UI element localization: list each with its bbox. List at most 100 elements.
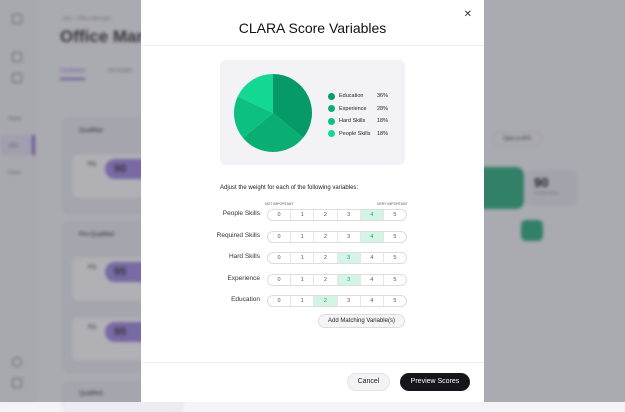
experience-block xyxy=(521,220,543,241)
weight-option-1[interactable]: 1 xyxy=(291,253,315,263)
notification-icon xyxy=(12,52,22,62)
add-matching-variables-button[interactable]: Add Matching Variable(s) xyxy=(318,314,405,328)
weight-option-3[interactable]: 3 xyxy=(337,253,361,263)
weight-option-3[interactable]: 3 xyxy=(338,232,361,242)
weight-option-0[interactable]: 0 xyxy=(268,296,292,306)
sidebar-item-home[interactable]: Home xyxy=(8,116,22,122)
weight-option-0[interactable]: 0 xyxy=(268,275,292,285)
pie-slice-hard-skills xyxy=(234,96,273,138)
variable-label: Education xyxy=(231,296,260,303)
sidebar-active-indicator xyxy=(0,135,35,155)
close-icon[interactable]: ✕ xyxy=(463,9,472,20)
legend-label: Education xyxy=(339,93,364,100)
weight-option-3[interactable]: 3 xyxy=(337,275,361,285)
document-icon xyxy=(12,73,22,83)
weight-option-1[interactable]: 1 xyxy=(291,296,315,306)
variable-row: Experience 0 1 2 3 4 5 xyxy=(141,274,484,286)
cancel-button[interactable]: Cancel xyxy=(347,373,390,391)
tab-job-details[interactable]: Job Details xyxy=(107,68,133,74)
legend-swatch xyxy=(328,117,335,125)
clara-score-value: 90 xyxy=(534,175,549,190)
divider xyxy=(141,45,484,46)
weight-option-2[interactable]: 2 xyxy=(314,296,338,306)
variable-row: People Skills 0 1 2 3 4 5 xyxy=(141,209,484,221)
weight-option-0[interactable]: 0 xyxy=(268,253,292,263)
sidebar: Home Jobs Users xyxy=(0,0,35,402)
pie-chart-panel: Education 36% Experience 28% Hard Skills 18% P… xyxy=(220,60,405,165)
open-in-ats-button[interactable]: Open in ATS xyxy=(492,132,542,146)
group-label: Qualified xyxy=(79,128,103,134)
legend-item: Hard Skills 18% xyxy=(328,115,388,128)
legend-label: People Skills xyxy=(339,130,371,137)
breadcrumb: Jobs › Office Manager xyxy=(62,16,112,22)
sidebar-item-users[interactable]: Users xyxy=(8,170,22,176)
legend-value: 36% xyxy=(377,93,389,100)
instructions: Adjust the weight for each of the follow… xyxy=(220,185,359,191)
legend-item: People Skills 18% xyxy=(328,128,388,141)
legend-label: Hard Skills xyxy=(339,118,366,125)
group-label: Pre-Qualified xyxy=(79,232,115,238)
weight-option-3[interactable]: 3 xyxy=(338,210,361,220)
weight-option-1[interactable]: 1 xyxy=(291,275,315,285)
legend-value: 18% xyxy=(377,130,389,137)
weight-option-2[interactable]: 2 xyxy=(314,275,338,285)
variable-label: Hard Skills xyxy=(228,253,260,260)
weight-option-5[interactable]: 5 xyxy=(393,212,397,218)
pie-slice-experience xyxy=(242,113,304,152)
group-label: Qualified xyxy=(79,391,103,397)
variable-label: Required Skills xyxy=(216,232,260,239)
variable-label: People Skills xyxy=(222,210,260,217)
weight-option-2[interactable]: 2 xyxy=(314,253,338,263)
candidate-initials: FG xyxy=(88,162,97,168)
logout-icon xyxy=(12,378,22,388)
variable-row: Education 0 1 2 3 4 5 xyxy=(141,295,484,307)
variable-label: Experience xyxy=(227,275,260,282)
very-important-label: VERY IMPORTANT xyxy=(377,202,408,206)
weight-option-4[interactable]: 4 xyxy=(360,210,384,220)
weight-option-5[interactable]: 5 xyxy=(393,234,397,240)
pie-slice-people-skills xyxy=(237,74,273,113)
weight-option-1[interactable]: 1 xyxy=(291,232,315,242)
weight-option-2[interactable]: 2 xyxy=(314,210,338,220)
variable-row: Required Skills 0 1 2 3 4 5 xyxy=(141,231,484,243)
candidate-initials: FG xyxy=(88,265,97,271)
clara-score-variables-modal: CLARA Score Variables ✕ Education 36% Expe… xyxy=(141,0,484,402)
pie-legend: Education 36% Experience 28% Hard Skills 18% P… xyxy=(328,90,388,140)
legend-label: Experience xyxy=(339,105,367,112)
globe-icon xyxy=(12,357,22,367)
clara-score-card: 90 CLARA Score xyxy=(526,170,578,206)
weight-option-4[interactable]: 4 xyxy=(361,253,384,263)
candidate-initials: FG xyxy=(88,325,97,331)
preview-scores-button[interactable]: Preview Scores xyxy=(400,373,470,391)
weight-option-2[interactable]: 2 xyxy=(314,232,338,242)
weight-option-1[interactable]: 1 xyxy=(291,210,315,220)
legend-value: 28% xyxy=(377,105,389,112)
modal-title: CLARA Score Variables xyxy=(238,20,387,36)
legend-swatch xyxy=(328,92,335,100)
weight-option-5[interactable]: 5 xyxy=(393,255,397,261)
tab-candidates[interactable]: Candidates xyxy=(60,68,86,80)
divider xyxy=(141,362,484,363)
legend-swatch xyxy=(328,130,335,138)
weight-option-5[interactable]: 5 xyxy=(393,298,397,304)
weight-option-0[interactable]: 0 xyxy=(268,210,292,220)
legend-item: Education 36% xyxy=(328,90,388,103)
weight-option-5[interactable]: 5 xyxy=(393,277,397,283)
legend-value: 18% xyxy=(377,118,389,125)
legend-item: Experience 28% xyxy=(328,103,388,116)
variable-row: Hard Skills 0 1 2 3 4 5 xyxy=(141,252,484,264)
weight-option-0[interactable]: 0 xyxy=(268,232,292,242)
weight-option-4[interactable]: 4 xyxy=(361,296,384,306)
weight-option-4[interactable]: 4 xyxy=(361,275,384,285)
sidebar-item-jobs[interactable]: Jobs xyxy=(8,143,19,149)
menu-icon xyxy=(12,14,22,24)
weight-option-3[interactable]: 3 xyxy=(338,296,361,306)
weight-option-4[interactable]: 4 xyxy=(360,232,384,242)
pie-slice-education xyxy=(273,74,312,138)
not-important-label: NOT IMPORTANT xyxy=(265,202,294,206)
